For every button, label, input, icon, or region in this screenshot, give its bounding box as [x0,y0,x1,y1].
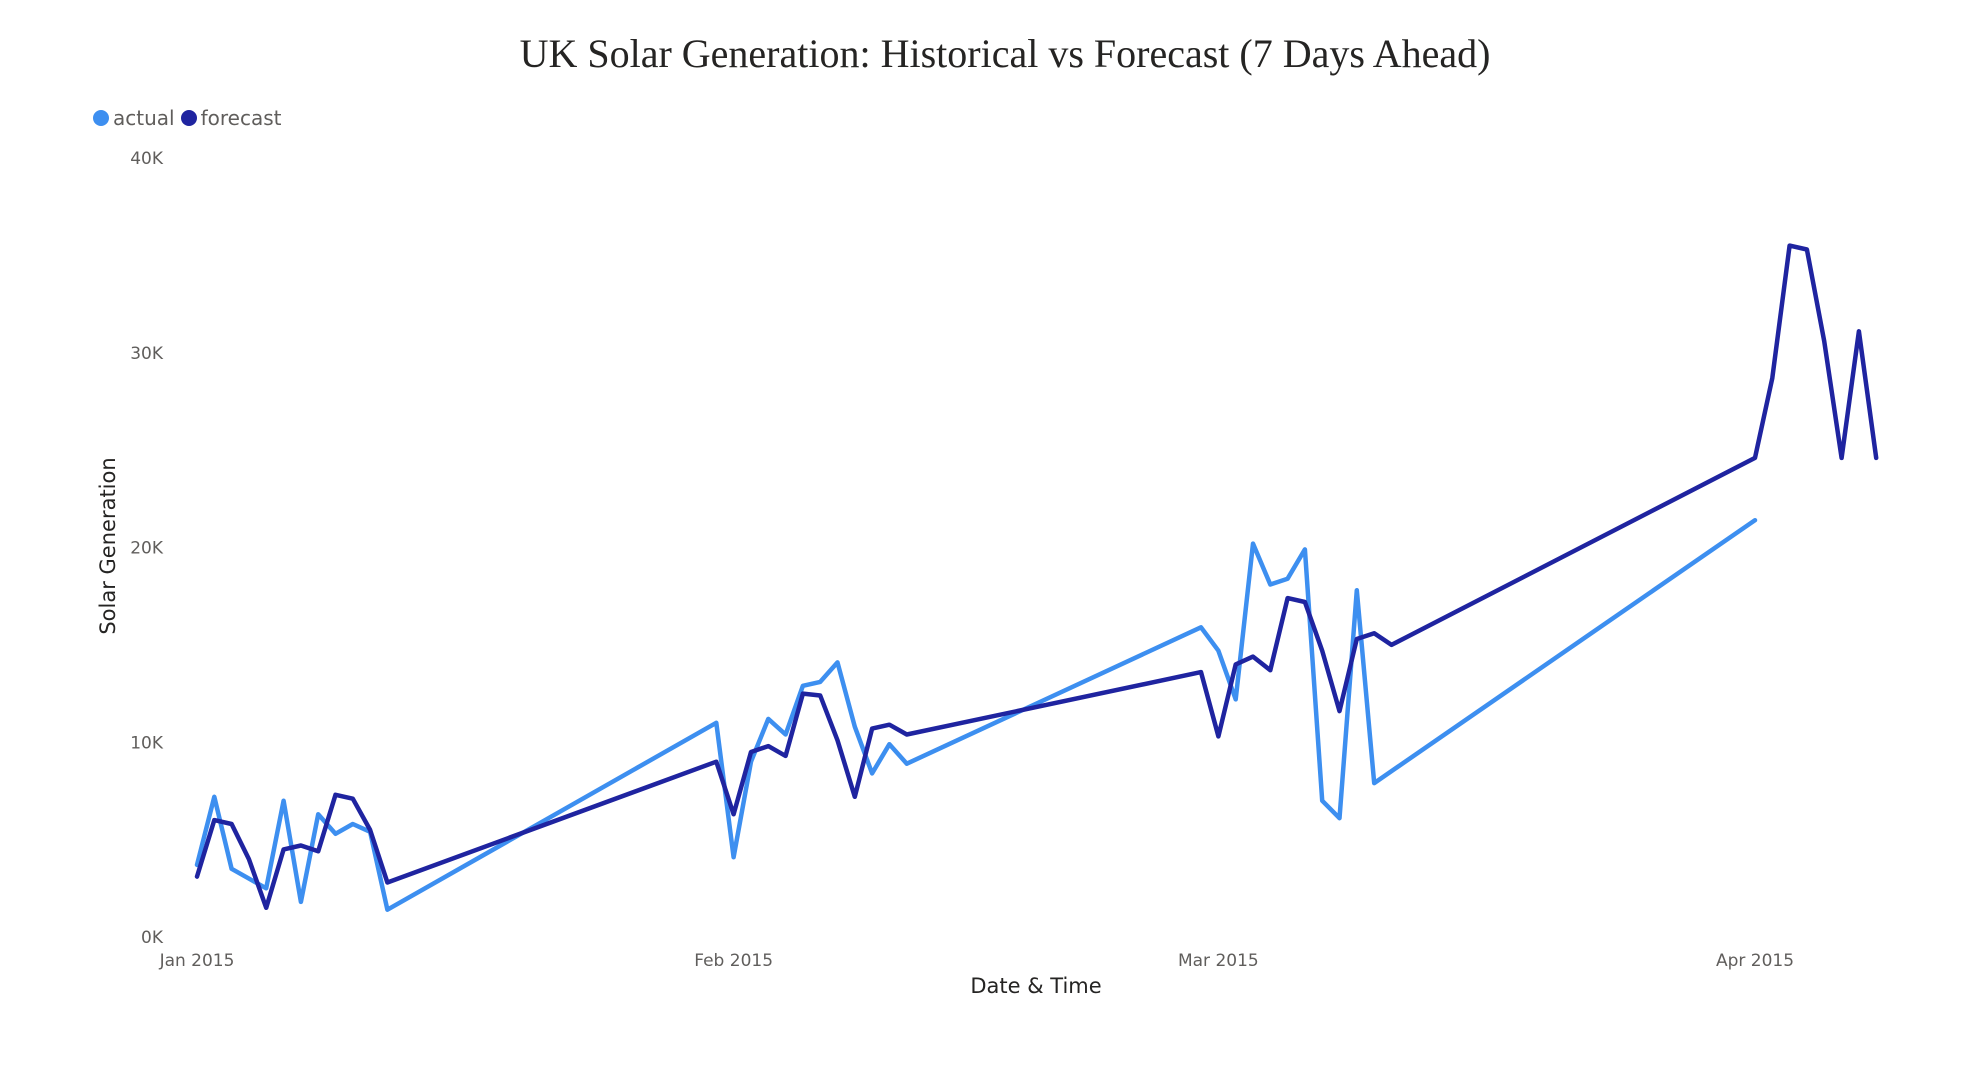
x-axis-title: Date & Time [970,974,1101,998]
series-line-forecast[interactable] [194,243,1879,911]
chart-title: UK Solar Generation: Historical vs Forec… [519,31,1491,76]
x-tick-label: Apr 2015 [1716,951,1794,971]
legend-marker-forecast [180,110,197,126]
y-tick-label: 20K [130,539,164,559]
y-tick-label: 0K [141,928,164,948]
x-tick-label: Mar 2015 [1178,951,1259,971]
y-tick-label: 30K [130,344,164,364]
y-tick-label: 10K [130,733,164,753]
y-axis-ticks: 0K 10K 20K 30K 40K [130,149,164,948]
y-axis-title: Solar Generation [96,457,120,634]
legend: actual forecast [93,106,287,130]
y-tick-label: 40K [130,149,164,169]
x-tick-label: Feb 2015 [694,951,773,971]
legend-marker-actual [93,110,109,126]
legend-item-actual[interactable]: actual [93,106,175,130]
legend-label-actual: actual [113,106,175,130]
legend-label-forecast: forecast [200,106,282,130]
series-lines [194,243,1879,912]
x-axis-ticks: Jan 2015 Feb 2015 Mar 2015 Apr 2015 [159,951,1794,971]
x-tick-label: Jan 2015 [159,951,235,971]
series-line-actual[interactable] [194,517,1758,912]
legend-item-forecast[interactable]: forecast [180,106,282,130]
